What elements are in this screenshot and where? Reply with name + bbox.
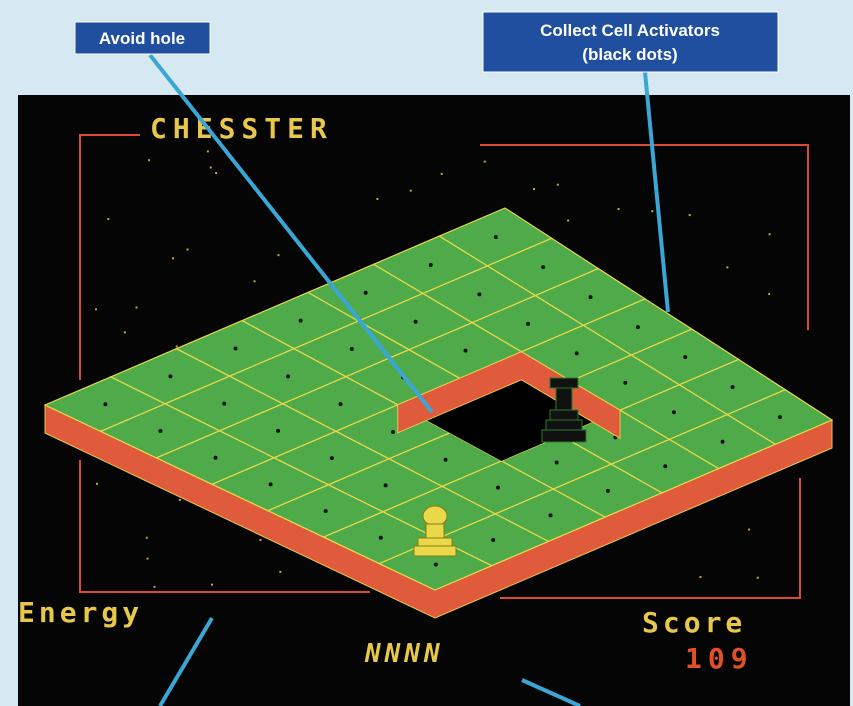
energy-value: NNNN xyxy=(364,639,444,669)
star xyxy=(277,254,279,256)
cell-activator xyxy=(429,263,433,267)
star xyxy=(207,150,209,152)
cell-activator xyxy=(269,482,273,486)
cell-activator xyxy=(158,429,162,433)
cell-activator xyxy=(391,430,395,434)
cell-activator xyxy=(330,456,334,460)
star xyxy=(748,529,750,531)
star xyxy=(441,173,443,175)
star xyxy=(172,257,174,259)
star xyxy=(533,188,535,190)
callout-text: (black dots) xyxy=(582,45,677,64)
star xyxy=(176,345,178,347)
cell-activator xyxy=(477,292,481,296)
callout-text: Collect Cell Activators xyxy=(540,21,720,40)
cell-activator xyxy=(494,235,498,239)
cell-activator xyxy=(491,538,495,542)
cell-activator xyxy=(663,464,667,468)
star xyxy=(699,576,701,578)
cell-activator xyxy=(464,349,468,353)
cell-activator xyxy=(606,489,610,493)
cell-activator xyxy=(286,374,290,378)
star xyxy=(279,571,281,573)
game-title: CHESSTER xyxy=(150,112,333,145)
cell-activator xyxy=(364,291,368,295)
cell-activator xyxy=(541,265,545,269)
cell-activator xyxy=(575,351,579,355)
cell-activator xyxy=(434,563,438,567)
star xyxy=(153,586,155,588)
cell-activator xyxy=(103,402,107,406)
cell-activator xyxy=(623,381,627,385)
star xyxy=(484,161,486,163)
cell-activator xyxy=(234,347,238,351)
score-label: Score xyxy=(642,606,746,639)
star xyxy=(567,220,569,222)
cell-activator xyxy=(549,513,553,517)
cell-activator xyxy=(589,295,593,299)
star xyxy=(96,483,98,485)
star xyxy=(147,558,149,560)
star xyxy=(187,249,189,251)
cell-activator xyxy=(350,347,354,351)
cell-activator xyxy=(778,415,782,419)
star xyxy=(618,208,620,210)
cell-activator xyxy=(731,385,735,389)
cell-activator xyxy=(526,322,530,326)
star xyxy=(254,280,256,282)
callout-text: Avoid hole xyxy=(99,29,185,48)
star xyxy=(146,537,148,539)
star xyxy=(768,293,770,295)
star xyxy=(210,166,212,168)
cell-activator xyxy=(379,536,383,540)
cell-activator xyxy=(214,456,218,460)
cell-activator xyxy=(276,429,280,433)
cell-activator xyxy=(324,509,328,513)
score-value: 109 xyxy=(685,642,754,675)
star xyxy=(215,172,217,174)
star xyxy=(124,331,126,333)
star xyxy=(726,266,728,268)
star xyxy=(95,308,97,310)
star xyxy=(107,218,109,220)
star xyxy=(376,198,378,200)
star xyxy=(689,214,691,216)
cell-activator xyxy=(222,402,226,406)
cell-activator xyxy=(721,440,725,444)
star xyxy=(136,306,138,308)
cell-activator xyxy=(414,320,418,324)
cell-activator xyxy=(555,460,559,464)
screenshot: CHESSTER Energy NNNN Score 109 Avoid hol… xyxy=(0,0,853,706)
cell-activator xyxy=(636,325,640,329)
star xyxy=(557,184,559,186)
cell-activator xyxy=(168,374,172,378)
star xyxy=(410,190,412,192)
star xyxy=(179,499,181,501)
star xyxy=(211,584,213,586)
energy-label: Energy xyxy=(18,596,143,629)
star xyxy=(757,577,759,579)
cell-activator xyxy=(384,483,388,487)
star xyxy=(769,233,771,235)
cell-activator xyxy=(672,410,676,414)
cell-activator xyxy=(299,319,303,323)
cell-activator xyxy=(444,458,448,462)
star xyxy=(259,539,261,541)
star xyxy=(148,159,150,161)
cell-activator xyxy=(683,355,687,359)
page: {"callouts": {"hole": "Avoid hole", "act… xyxy=(0,0,853,706)
cell-activator xyxy=(496,486,500,490)
star xyxy=(651,210,653,212)
cell-activator xyxy=(339,402,343,406)
